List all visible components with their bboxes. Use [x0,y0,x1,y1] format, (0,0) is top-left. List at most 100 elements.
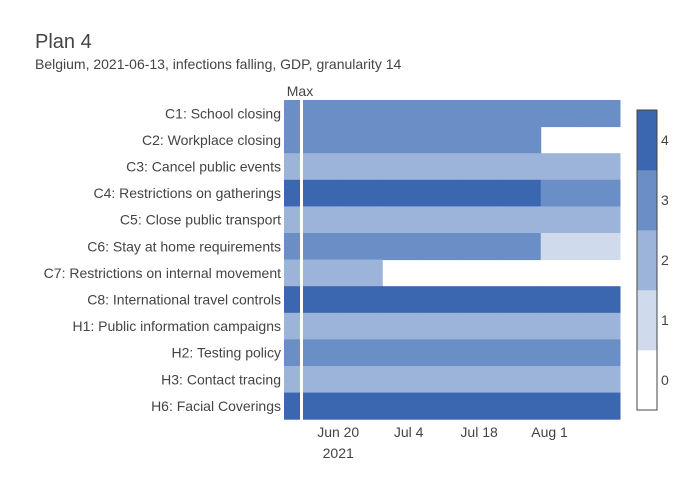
max-cell [284,392,300,420]
heatmap-cell [461,179,502,207]
heatmap-cell [461,392,502,420]
heatmap-cell [303,206,344,234]
heatmap-cell [342,206,383,234]
heatmap-cell [540,312,581,340]
heatmap-cell [421,392,462,420]
heatmap-cell [303,392,344,420]
colorbar-tick-label: 3 [661,192,669,208]
colorbar-band [637,350,657,411]
heatmap-cell [461,286,502,314]
heatmap-cell [382,392,423,420]
heatmap-cell [580,286,621,314]
colorbar: 0 1 2 3 4 [636,109,669,411]
max-cell [284,153,300,181]
heatmap-cell [382,339,423,367]
heatmap-cell [461,233,502,261]
heatmap-cell [501,286,542,314]
heatmap-cell [421,126,462,154]
colorbar-band [637,110,657,171]
x-tick-sublabel: 2021 [323,445,354,461]
max-cell [284,100,300,128]
chart-subtitle: Belgium, 2021-06-13, infections falling,… [35,56,402,72]
heatmap-cell [501,100,542,128]
max-column: Max [284,83,313,421]
heatmap-cell [580,392,621,420]
x-tick-label: Jul 18 [460,424,498,440]
heatmap-cell [580,233,621,261]
row-label: H2: Testing policy [172,345,281,361]
heatmap-cell [342,100,383,128]
colorbar-band [637,290,657,351]
row-label: C1: School closing [165,105,281,121]
heatmap-cell [540,286,581,314]
heatmap-cell [540,206,581,234]
row-label: C4: Restrictions on gatherings [93,185,281,201]
heatmap-cell [421,366,462,394]
heatmap-cell [303,153,344,181]
column-separator [300,100,303,421]
row-label: C6: Stay at home requirements [87,238,281,254]
heatmap-cell [540,153,581,181]
max-cell [284,233,300,261]
colorbar-tick-label: 1 [661,312,669,328]
heatmap-cell [501,312,542,340]
heatmap-cell [540,179,581,207]
heatmap-cell [421,339,462,367]
heatmap-cell [342,366,383,394]
heatmap-cell [501,339,542,367]
heatmap-cell [461,206,502,234]
heatmap-cell [540,339,581,367]
heatmap-cell [580,312,621,340]
heatmap-cell [382,286,423,314]
heatmap-cell [461,126,502,154]
max-cell [284,126,300,154]
heatmap-cell [421,206,462,234]
row-label: C8: International travel controls [87,292,281,308]
heatmap-cell [342,179,383,207]
heatmap-cell [540,392,581,420]
heatmap-cell [540,233,581,261]
max-cell [284,286,300,314]
heatmap-cell [461,100,502,128]
chart-title: Plan 4 [35,31,92,53]
x-axis: Jun 20 2021 Jul 4 Jul 18 Aug 1 [317,424,568,461]
heatmap-cell [421,312,462,340]
x-tick-label: Jun 20 [317,424,359,440]
heatmap-cell [303,366,344,394]
heatmap-cell [580,206,621,234]
max-cell [284,366,300,394]
heatmap-cell [461,366,502,394]
heatmap-cell [501,233,542,261]
heatmap-cell [342,286,383,314]
colorbar-band [637,230,657,291]
heatmap-cell [421,153,462,181]
heatmap-cell [382,206,423,234]
heatmap-cell [580,179,621,207]
max-cell [284,206,300,234]
heatmap-cell [382,179,423,207]
heatmap-cell [342,233,383,261]
heatmap-cell [382,100,423,128]
heatmap-cell [303,179,344,207]
row-label: H3: Contact tracing [161,371,281,387]
heatmap-cell [580,339,621,367]
heatmap-cell [421,286,462,314]
heatmap-cell [580,366,621,394]
colorbar-tick-label: 0 [661,372,669,388]
heatmap-cell [421,100,462,128]
heatmap-cell [461,312,502,340]
heatmap-cell [501,126,542,154]
colorbar-outline [636,109,658,411]
heatmap-cell [342,153,383,181]
heatmap-cell [342,312,383,340]
heatmap-cell [303,339,344,367]
heatmap-cell [382,312,423,340]
heatmap-cell [342,392,383,420]
x-tick-label: Jul 4 [394,424,424,440]
max-cell [284,339,300,367]
heatmap-cell [342,339,383,367]
heatmap-cell [540,366,581,394]
heatmap-cell [421,233,462,261]
heatmap-cell [501,366,542,394]
